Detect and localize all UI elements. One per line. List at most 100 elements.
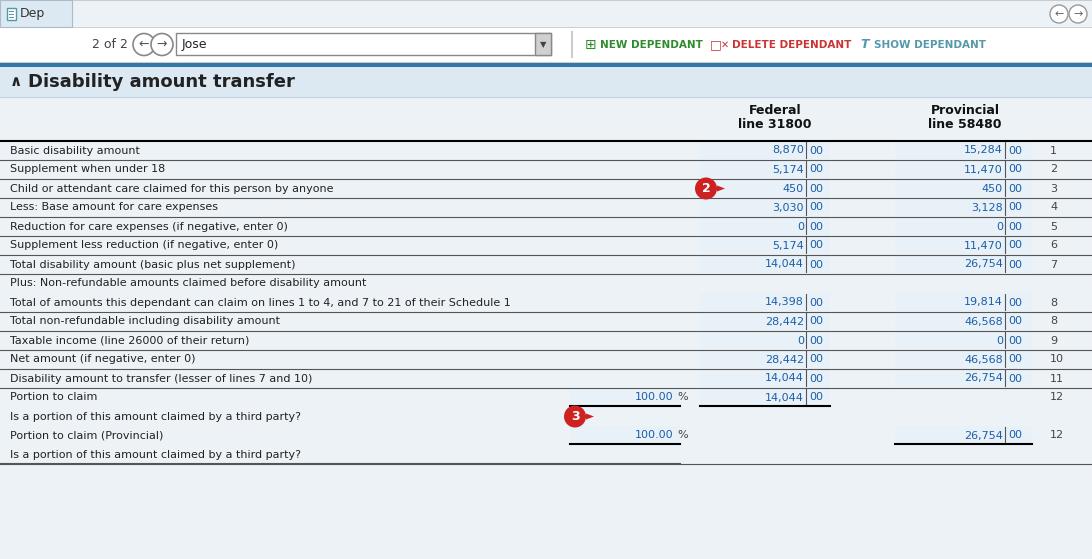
Text: 00: 00 xyxy=(809,297,823,307)
Text: DELETE DEPENDANT: DELETE DEPENDANT xyxy=(732,40,852,50)
Text: NEW DEPENDANT: NEW DEPENDANT xyxy=(600,40,703,50)
Text: 00: 00 xyxy=(1008,259,1022,269)
Bar xyxy=(895,198,1032,216)
Text: →: → xyxy=(1073,9,1082,19)
Text: line 58480: line 58480 xyxy=(928,119,1001,131)
Bar xyxy=(9,17,14,18)
Bar xyxy=(895,312,1032,330)
Bar xyxy=(700,293,830,311)
Text: SHOW DEPENDANT: SHOW DEPENDANT xyxy=(874,40,986,50)
Text: 2: 2 xyxy=(1051,164,1057,174)
Text: 15,284: 15,284 xyxy=(964,145,1002,155)
Text: 14,044: 14,044 xyxy=(765,259,804,269)
Text: 00: 00 xyxy=(809,240,823,250)
Text: 0: 0 xyxy=(797,335,804,345)
Text: Jose: Jose xyxy=(182,38,207,51)
Text: Total of amounts this dependant can claim on lines 1 to 4, and 7 to 21 of their : Total of amounts this dependant can clai… xyxy=(10,297,511,307)
Text: %: % xyxy=(677,392,688,402)
Text: 5: 5 xyxy=(1051,221,1057,231)
Text: 3,030: 3,030 xyxy=(772,202,804,212)
Circle shape xyxy=(151,34,173,55)
Text: Disability amount transfer: Disability amount transfer xyxy=(28,73,295,91)
Bar xyxy=(895,331,1032,349)
Text: 0: 0 xyxy=(996,335,1002,345)
Text: 14,398: 14,398 xyxy=(765,297,804,307)
Text: 10: 10 xyxy=(1051,354,1064,364)
Text: Is a portion of this amount claimed by a third party?: Is a portion of this amount claimed by a… xyxy=(10,411,301,421)
Bar xyxy=(700,236,830,254)
Text: 14,044: 14,044 xyxy=(765,392,804,402)
Text: 8: 8 xyxy=(1051,297,1057,307)
Text: 00: 00 xyxy=(809,259,823,269)
Bar xyxy=(9,13,14,15)
Bar xyxy=(700,331,830,349)
Text: 6: 6 xyxy=(1051,240,1057,250)
Polygon shape xyxy=(717,186,725,192)
Bar xyxy=(700,350,830,368)
Text: Plus: Non-refundable amounts claimed before disability amount: Plus: Non-refundable amounts claimed bef… xyxy=(10,278,367,288)
Text: 00: 00 xyxy=(809,392,823,402)
Bar xyxy=(700,369,830,387)
Text: 5,174: 5,174 xyxy=(772,240,804,250)
Text: Reduction for care expenses (if negative, enter 0): Reduction for care expenses (if negative… xyxy=(10,221,288,231)
Text: 100.00: 100.00 xyxy=(634,430,673,440)
Bar xyxy=(0,0,72,27)
Text: ∧: ∧ xyxy=(10,74,22,89)
Bar xyxy=(895,369,1032,387)
Text: 28,442: 28,442 xyxy=(764,316,804,326)
Text: 2 of 2: 2 of 2 xyxy=(92,38,128,51)
Bar xyxy=(700,160,830,178)
Text: 00: 00 xyxy=(1008,183,1022,193)
Text: 8,870: 8,870 xyxy=(772,145,804,155)
Circle shape xyxy=(133,34,155,55)
Text: Disability amount to transfer (lesser of lines 7 and 10): Disability amount to transfer (lesser of… xyxy=(10,373,312,383)
Bar xyxy=(535,33,551,55)
Text: 0: 0 xyxy=(996,221,1002,231)
Text: 00: 00 xyxy=(1008,354,1022,364)
Text: 3: 3 xyxy=(1051,183,1057,193)
Bar xyxy=(895,217,1032,235)
Bar xyxy=(895,350,1032,368)
Text: 11,470: 11,470 xyxy=(964,240,1002,250)
Bar xyxy=(176,33,551,55)
Text: 00: 00 xyxy=(1008,297,1022,307)
Text: Provincial: Provincial xyxy=(930,105,999,117)
Text: 12: 12 xyxy=(1051,430,1064,440)
Text: 00: 00 xyxy=(1008,335,1022,345)
Bar xyxy=(0,97,1092,559)
Text: 7: 7 xyxy=(1051,259,1057,269)
Text: Federal: Federal xyxy=(749,105,802,117)
Text: 100.00: 100.00 xyxy=(634,392,673,402)
Text: Dep: Dep xyxy=(20,7,45,21)
Text: 0: 0 xyxy=(797,221,804,231)
Text: Net amount (if negative, enter 0): Net amount (if negative, enter 0) xyxy=(10,354,195,364)
Text: Total disability amount (basic plus net supplement): Total disability amount (basic plus net … xyxy=(10,259,296,269)
Text: 00: 00 xyxy=(809,316,823,326)
Text: Taxable income (line 26000 of their return): Taxable income (line 26000 of their retu… xyxy=(10,335,249,345)
Text: 00: 00 xyxy=(809,221,823,231)
Text: 00: 00 xyxy=(809,145,823,155)
Text: 3: 3 xyxy=(571,410,580,423)
Text: 00: 00 xyxy=(809,354,823,364)
Text: 1: 1 xyxy=(1051,145,1057,155)
Text: 19,814: 19,814 xyxy=(964,297,1002,307)
Bar xyxy=(700,179,830,197)
Text: 00: 00 xyxy=(1008,145,1022,155)
Text: 26,754: 26,754 xyxy=(964,259,1002,269)
Bar xyxy=(895,160,1032,178)
Bar xyxy=(895,255,1032,273)
Bar xyxy=(0,0,1092,27)
Bar xyxy=(570,426,680,444)
Bar xyxy=(9,11,14,12)
Text: 00: 00 xyxy=(1008,202,1022,212)
Text: Supplement when under 18: Supplement when under 18 xyxy=(10,164,165,174)
Bar xyxy=(895,179,1032,197)
Bar xyxy=(700,217,830,235)
Text: ✕: ✕ xyxy=(721,40,729,50)
Text: 46,568: 46,568 xyxy=(964,316,1002,326)
Circle shape xyxy=(1069,5,1087,23)
Text: 00: 00 xyxy=(809,202,823,212)
Text: □: □ xyxy=(710,38,722,51)
Bar xyxy=(895,141,1032,159)
Circle shape xyxy=(1051,5,1068,23)
